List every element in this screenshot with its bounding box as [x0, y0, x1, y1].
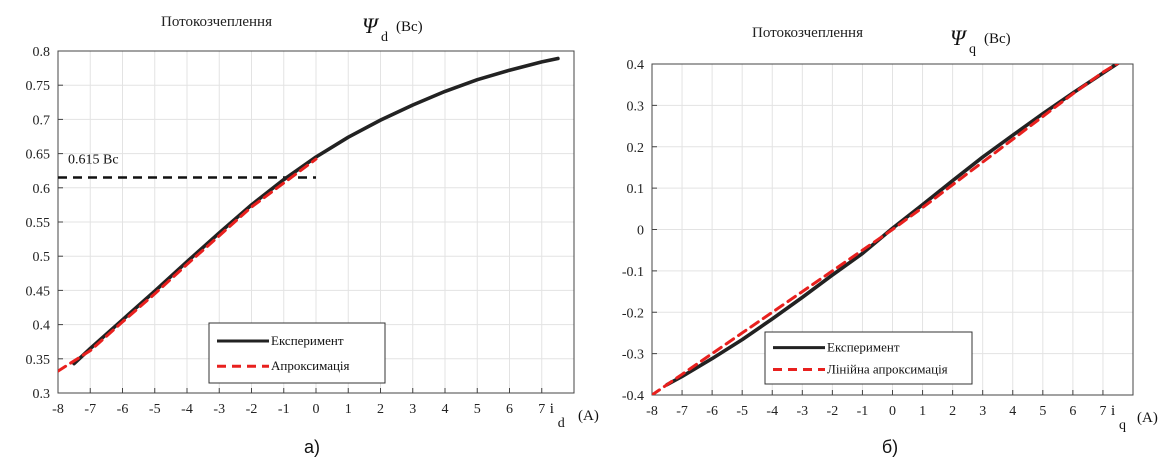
x-label-unit: (A)	[578, 408, 599, 424]
x-tick-label: -6	[117, 402, 129, 417]
y-tick-label: 0.3	[627, 99, 645, 114]
chart-title: Потокозчеплення	[752, 25, 863, 41]
y-tick-label: 0	[637, 224, 644, 239]
y-tick-label: 0.35	[26, 353, 51, 368]
title-subscript: d	[381, 30, 388, 45]
x-tick-label: -1	[857, 404, 869, 419]
x-label-symbol: i	[1111, 403, 1115, 419]
chart-title: Потокозчеплення	[161, 14, 272, 30]
y-tick-label: -0.1	[622, 265, 644, 280]
x-tick-label: -1	[278, 402, 290, 417]
x-tick-label: -3	[796, 404, 808, 419]
x-label-unit: (A)	[1137, 410, 1158, 426]
x-tick-label: 0	[313, 402, 320, 417]
y-tick-label: 0.1	[627, 182, 645, 197]
title-unit: (Вс)	[396, 19, 423, 35]
y-tick-label: 0.2	[627, 141, 645, 156]
chart-1: -8 -7 -6 -5 -4 -3 -2 -1 0 1 2 3 4 5 6 7 -0.4 -0.3 -0.2 -0.1…	[622, 25, 1158, 457]
x-tick-label: -4	[766, 404, 778, 419]
x-label-symbol: i	[550, 401, 554, 417]
title-unit: (Вс)	[984, 31, 1011, 47]
legend-label-0: Експеримент	[271, 333, 344, 348]
y-tick-label: -0.4	[622, 389, 644, 404]
y-tick-label: 0.55	[26, 216, 51, 231]
x-tick-label: -5	[149, 402, 161, 417]
x-tick-label: 2	[949, 404, 956, 419]
x-tick-label: -4	[181, 402, 193, 417]
legend-label-0: Експеримент	[827, 340, 900, 355]
x-tick-label: 0	[889, 404, 896, 419]
x-tick-label: 4	[442, 402, 449, 417]
x-tick-label: -3	[213, 402, 225, 417]
legend-box	[208, 322, 386, 384]
legend-label-1: Апроксимація	[271, 358, 350, 373]
x-tick-label: -6	[706, 404, 718, 419]
x-tick-label: 5	[474, 402, 481, 417]
x-label-subscript: d	[558, 416, 565, 431]
y-tick-label: 0.8	[33, 45, 51, 60]
y-tick-label: 0.7	[33, 113, 51, 128]
x-tick-label: 3	[979, 404, 986, 419]
y-tick-label: 0.5	[33, 250, 51, 265]
x-tick-label: -8	[646, 404, 658, 419]
x-tick-label: 5	[1039, 404, 1046, 419]
y-tick-label: 0.6	[33, 182, 51, 197]
series-line-1	[652, 64, 1120, 395]
x-label-subscript: q	[1119, 418, 1126, 433]
x-tick-label: 1	[345, 402, 352, 417]
x-tick-label: -7	[84, 402, 96, 417]
x-tick-label: 4	[1009, 404, 1016, 419]
x-tick-label: -2	[827, 404, 839, 419]
y-tick-label: 0.75	[26, 79, 51, 94]
x-tick-label: 7	[538, 402, 545, 417]
y-tick-label: 0.4	[33, 319, 51, 334]
annotation-label: 0.615 Вс	[68, 153, 119, 168]
y-tick-label: 0.4	[627, 58, 645, 73]
caption: б)	[882, 437, 898, 457]
y-tick-label: 0.45	[26, 284, 51, 299]
x-tick-label: 1	[919, 404, 926, 419]
title-symbol: Ψ	[950, 25, 968, 50]
caption: а)	[304, 437, 320, 457]
title-symbol: Ψ	[362, 13, 380, 38]
legend-box	[764, 331, 973, 385]
x-tick-label: 6	[1069, 404, 1076, 419]
y-tick-label: 0.65	[26, 148, 51, 163]
x-tick-label: 7	[1099, 404, 1106, 419]
x-tick-label: 2	[377, 402, 384, 417]
series-line-0	[72, 56, 560, 366]
legend-label-1: Лінійна апроксимація	[827, 361, 948, 376]
y-tick-label: -0.3	[622, 348, 644, 363]
x-tick-label: -7	[676, 404, 688, 419]
y-tick-label: -0.2	[622, 306, 644, 321]
x-tick-label: -8	[52, 402, 64, 417]
series-line-1	[58, 157, 318, 373]
chart-0: -8 -7 -6 -5 -4 -3 -2 -1 0 1 2 3 4 5 6 7 0.3 0.35 0.4 0.45 0.…	[26, 13, 599, 457]
x-tick-label: -5	[736, 404, 748, 419]
x-tick-label: 6	[506, 402, 513, 417]
y-tick-label: 0.3	[33, 387, 51, 402]
title-subscript: q	[969, 42, 976, 57]
x-tick-label: -2	[246, 402, 258, 417]
x-tick-label: 3	[409, 402, 416, 417]
